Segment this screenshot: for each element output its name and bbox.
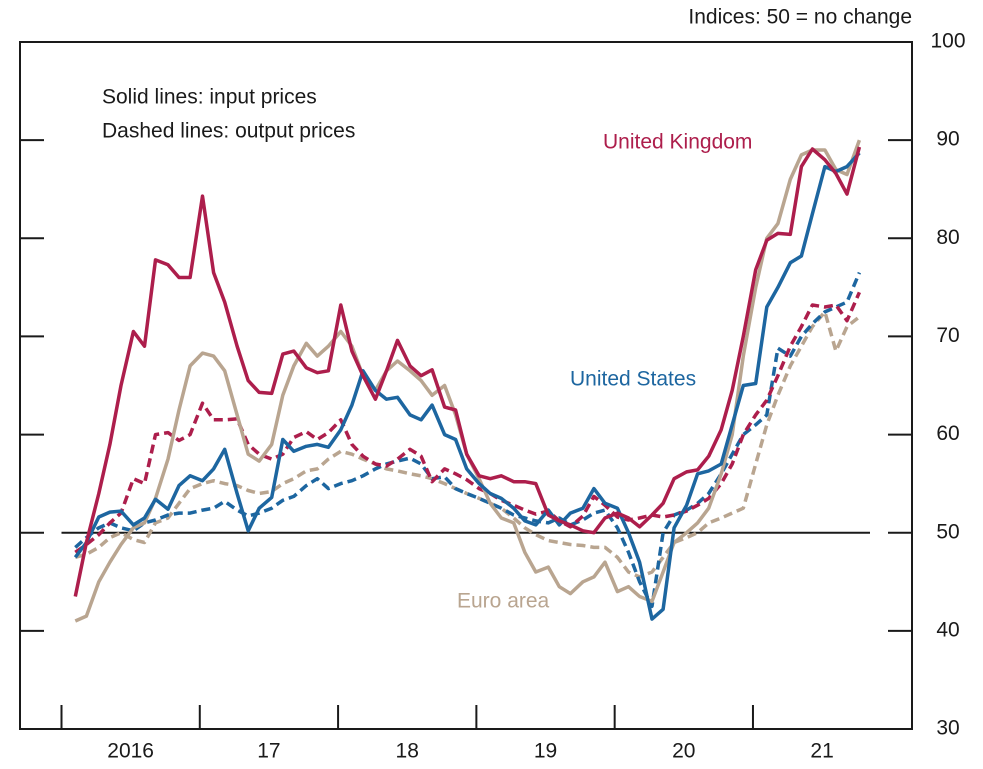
annotation: Dashed lines: output prices	[102, 120, 355, 143]
output-line	[74, 310, 861, 579]
series-label: United Kingdom	[603, 131, 752, 154]
input-line	[74, 139, 862, 623]
plot-frame	[19, 41, 913, 730]
x-tick-label: 20	[672, 740, 695, 763]
series-label: Euro area	[457, 590, 550, 613]
x-tick-label: 2016	[107, 740, 154, 763]
unit-note: Indices: 50 = no change	[688, 6, 912, 29]
y-tick-label: 90	[936, 128, 959, 151]
y-tick-label: 70	[936, 324, 959, 347]
x-tick-label: 21	[810, 740, 833, 763]
x-tick-label: 18	[396, 740, 419, 763]
y-tick-label: 80	[936, 226, 959, 249]
x-tick-label: 19	[534, 740, 557, 763]
y-tick-label: 60	[936, 422, 959, 445]
output-line	[74, 271, 862, 609]
input-line	[73, 146, 862, 597]
input-line	[73, 151, 861, 621]
output-line	[74, 291, 862, 554]
y-tick-label: 50	[936, 520, 959, 543]
y-tick-label: 40	[936, 618, 959, 641]
y-tick-label: 100	[930, 30, 965, 53]
series-label: United States	[570, 368, 696, 391]
y-tick-label: 30	[936, 717, 959, 740]
x-tick-label: 17	[257, 740, 280, 763]
annotation: Solid lines: input prices	[102, 86, 317, 109]
